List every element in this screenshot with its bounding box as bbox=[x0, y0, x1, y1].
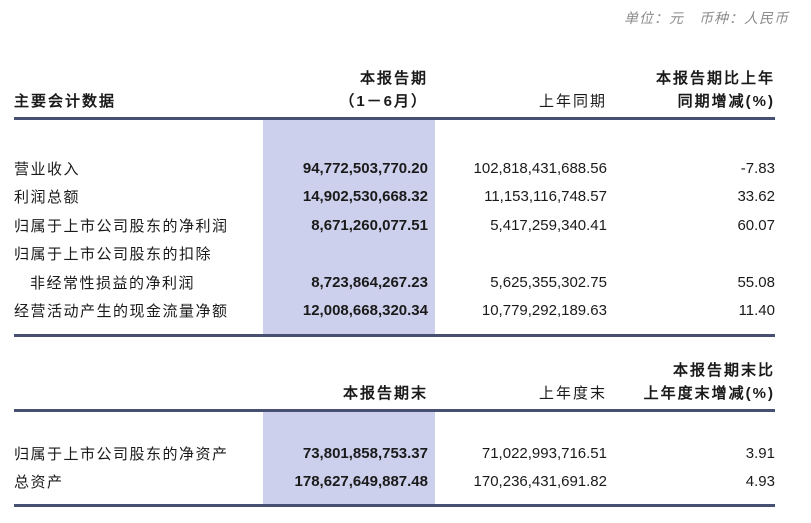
table-row: 归属于上市公司股东的净利润 8,671,260,077.51 5,417,259… bbox=[14, 211, 775, 240]
row-change-value: 4.93 bbox=[745, 473, 775, 491]
row-prior-value: 5,417,259,340.41 bbox=[490, 216, 607, 234]
unit-currency-note: 单位：元 币种：人民币 bbox=[624, 10, 789, 26]
table2-header-change-line1: 本报告期末比 bbox=[672, 361, 775, 379]
table2-header-label bbox=[14, 405, 263, 409]
row-change-value: -7.83 bbox=[740, 159, 775, 177]
row-current-value: 12,008,668,320.34 bbox=[302, 302, 428, 320]
table1-header-current-period: 本报告期 （1－6月） bbox=[263, 67, 435, 118]
period-end-data-table: 本报告期末 上年度末 本报告期末比 上年度末增减(%) 归属于上市公司股东的净资… bbox=[14, 352, 775, 507]
row-current-value: 178,627,649,887.48 bbox=[294, 473, 428, 491]
table1-header-change: 本报告期比上年 同期增减(%) bbox=[607, 67, 775, 118]
table2-header-prior-end: 上年度末 bbox=[538, 384, 607, 402]
row-label: 经营活动产生的现金流量净额 bbox=[14, 303, 229, 321]
row-change-value: 55.08 bbox=[737, 273, 775, 291]
row-label: 非经常性损益的净利润 bbox=[30, 274, 196, 292]
row-prior-value: 170,236,431,691.82 bbox=[473, 473, 607, 491]
row-prior-value: 10,779,292,189.63 bbox=[481, 302, 607, 320]
row-prior-value: 102,818,431,688.56 bbox=[473, 159, 607, 177]
row-label: 利润总额 bbox=[14, 189, 81, 207]
table1-header-row: 主要会计数据 本报告期 （1－6月） 上年同期 本报告期比上年 同期增减(%) bbox=[14, 60, 775, 120]
table-row: 非经常性损益的净利润 8,723,864,267.23 5,625,355,30… bbox=[14, 268, 775, 297]
table-row: 经营活动产生的现金流量净额 12,008,668,320.34 10,779,2… bbox=[14, 297, 775, 326]
row-prior-value: 11,153,116,748.57 bbox=[484, 188, 607, 206]
table-row: 归属于上市公司股东的净资产 73,801,858,753.37 71,022,9… bbox=[14, 439, 775, 468]
row-current-value: 8,671,260,077.51 bbox=[311, 216, 428, 234]
row-label: 归属于上市公司股东的净资产 bbox=[14, 445, 229, 463]
table1-header-current-line1: 本报告期 bbox=[359, 69, 428, 87]
row-label: 归属于上市公司股东的扣除 bbox=[14, 246, 213, 264]
table1-header-prior-period: 上年同期 bbox=[538, 92, 607, 110]
table-row: 总资产 178,627,649,887.48 170,236,431,691.8… bbox=[14, 468, 775, 497]
row-current-value: 94,772,503,770.20 bbox=[302, 159, 428, 177]
table2-header-change: 本报告期末比 上年度末增减(%) bbox=[607, 359, 775, 410]
row-change-value: 33.62 bbox=[737, 188, 775, 206]
row-prior-value: 5,625,355,302.75 bbox=[490, 273, 607, 291]
table2-body: 归属于上市公司股东的净资产 73,801,858,753.37 71,022,9… bbox=[14, 412, 775, 507]
table1-header-current-line2: （1－6月） bbox=[339, 92, 428, 110]
row-label: 营业收入 bbox=[14, 160, 81, 178]
row-change-value: 11.40 bbox=[738, 302, 775, 320]
key-accounting-data-table: 主要会计数据 本报告期 （1－6月） 上年同期 本报告期比上年 同期增减(%) … bbox=[14, 60, 775, 337]
table2-header-row: 本报告期末 上年度末 本报告期末比 上年度末增减(%) bbox=[14, 352, 775, 412]
table1-header-change-line1: 本报告期比上年 bbox=[655, 69, 775, 87]
table1-header-label: 主要会计数据 bbox=[14, 92, 117, 110]
row-current-value: 73,801,858,753.37 bbox=[302, 444, 428, 462]
row-change-value: 60.07 bbox=[737, 216, 775, 234]
row-label: 总资产 bbox=[14, 474, 64, 492]
current-period-highlight-band bbox=[263, 120, 435, 334]
row-current-value: 14,902,530,668.32 bbox=[302, 188, 428, 206]
table2-header-current-end: 本报告期末 bbox=[342, 384, 428, 402]
table-row: 营业收入 94,772,503,770.20 102,818,431,688.5… bbox=[14, 154, 775, 183]
table-row: 归属于上市公司股东的扣除 bbox=[14, 240, 775, 269]
table1-header-change-line2: 同期增减(%) bbox=[677, 92, 775, 110]
row-prior-value: 71,022,993,716.51 bbox=[481, 444, 607, 462]
table-row: 利润总额 14,902,530,668.32 11,153,116,748.57… bbox=[14, 183, 775, 212]
table2-header-change-line2: 上年度末增减(%) bbox=[643, 384, 775, 402]
row-label: 归属于上市公司股东的净利润 bbox=[14, 217, 229, 235]
current-period-end-highlight-band bbox=[263, 412, 435, 504]
row-current-value: 8,723,864,267.23 bbox=[311, 273, 428, 291]
row-change-value: 3.91 bbox=[745, 444, 775, 462]
table1-body: 营业收入 94,772,503,770.20 102,818,431,688.5… bbox=[14, 120, 775, 337]
